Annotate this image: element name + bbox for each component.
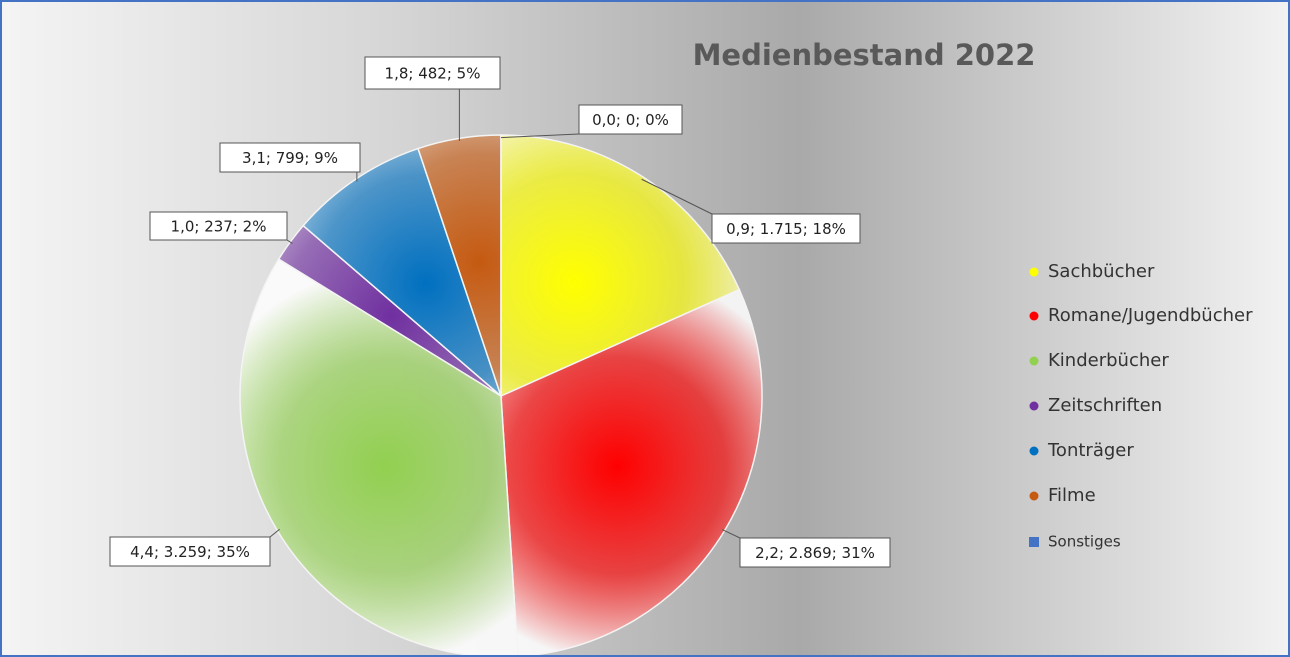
- label-box: [219, 142, 361, 173]
- leader-line: [269, 528, 280, 538]
- label-box: [578, 104, 683, 135]
- label-box: [364, 56, 501, 90]
- legend-marker: [1029, 446, 1039, 456]
- pie-slice: [302, 147, 503, 399]
- leader-line: [641, 178, 713, 215]
- leader-line: [286, 239, 293, 244]
- legend-marker: [1029, 267, 1039, 277]
- label-box: [711, 213, 861, 244]
- data-label: 1,0; 237; 2%: [171, 218, 267, 236]
- pie-slice: [500, 134, 741, 398]
- leader-line: [500, 133, 580, 139]
- legend-marker: [1029, 491, 1039, 501]
- legend-label: Sonstiges: [1048, 533, 1121, 551]
- legend-label: Sachbücher: [1048, 261, 1155, 282]
- data-label: 0,0; 0; 0%: [592, 111, 669, 129]
- legend-marker: [1029, 537, 1039, 547]
- label-box: [739, 537, 891, 568]
- label-box: [109, 536, 271, 567]
- legend-marker: [1029, 356, 1039, 366]
- legend-label: Tonträger: [1047, 440, 1134, 461]
- legend-label: Romane/Jugendbücher: [1048, 305, 1253, 326]
- data-label: 2,2; 2.869; 31%: [755, 544, 875, 562]
- data-label: 3,1; 799; 9%: [242, 149, 338, 167]
- chart-title: Medienbestand 2022: [693, 38, 1036, 72]
- legend-marker: [1029, 311, 1039, 321]
- legend-label: Filme: [1048, 485, 1096, 506]
- legend-label: Kinderbücher: [1048, 350, 1169, 371]
- legend-label: Zeitschriften: [1048, 395, 1162, 416]
- label-box: [149, 211, 288, 241]
- leader-line: [721, 529, 741, 539]
- legend-marker: [1029, 401, 1039, 411]
- data-label: 1,8; 482; 5%: [385, 65, 481, 83]
- data-label: 0,9; 1.715; 18%: [726, 220, 846, 238]
- data-label: 4,4; 3.259; 35%: [130, 543, 250, 561]
